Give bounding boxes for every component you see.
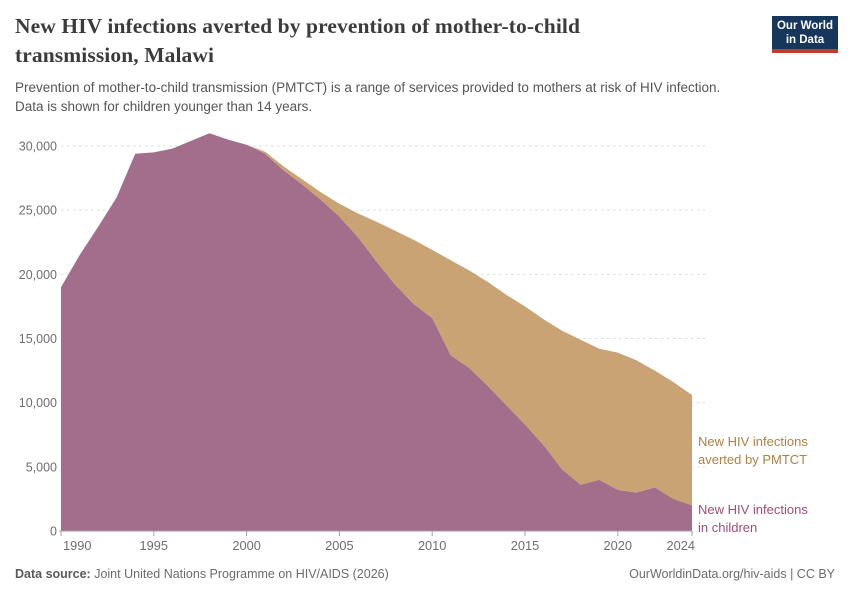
y-axis-tick-label: 5,000 bbox=[26, 460, 57, 474]
x-axis-tick-label: 2010 bbox=[418, 538, 446, 553]
y-axis-tick-label: 10,000 bbox=[19, 396, 57, 410]
owid-logo[interactable]: Our World in Data bbox=[772, 16, 838, 53]
x-axis-tick-label: 1990 bbox=[63, 538, 91, 553]
y-axis-tick-label: 15,000 bbox=[19, 332, 57, 346]
chart-footer: Data source: Joint United Nations Progra… bbox=[15, 567, 835, 581]
y-axis-tick-label: 0 bbox=[50, 525, 57, 539]
page-title: New HIV infections averted by prevention… bbox=[15, 14, 581, 67]
y-axis-tick-label: 30,000 bbox=[19, 140, 57, 154]
x-axis-tick-label: 2020 bbox=[604, 538, 632, 553]
area-children[interactable] bbox=[61, 133, 692, 531]
area-averted[interactable] bbox=[246, 144, 692, 506]
y-axis-tick-label: 25,000 bbox=[19, 204, 57, 218]
data-source-text: Joint United Nations Programme on HIV/AI… bbox=[90, 567, 389, 581]
attribution-link[interactable]: OurWorldinData.org/hiv-aids | CC BY bbox=[629, 567, 835, 581]
y-axis-tick-label: 20,000 bbox=[19, 268, 57, 282]
x-axis-tick-label: 2000 bbox=[232, 538, 260, 553]
series-label-averted: New HIV infections averted by PMTCT bbox=[698, 434, 808, 467]
x-axis-tick-label: 2015 bbox=[511, 538, 539, 553]
data-source: Data source: Joint United Nations Progra… bbox=[15, 567, 389, 581]
chart-subtitle: Prevention of mother-to-child transmissi… bbox=[15, 80, 721, 114]
data-source-label: Data source: bbox=[15, 567, 91, 581]
x-axis-tick-label: 2024 bbox=[667, 538, 695, 553]
x-axis-tick-label: 1995 bbox=[140, 538, 168, 553]
x-axis-tick-label: 2005 bbox=[325, 538, 353, 553]
series-label-children: New HIV infections in children bbox=[698, 502, 808, 535]
